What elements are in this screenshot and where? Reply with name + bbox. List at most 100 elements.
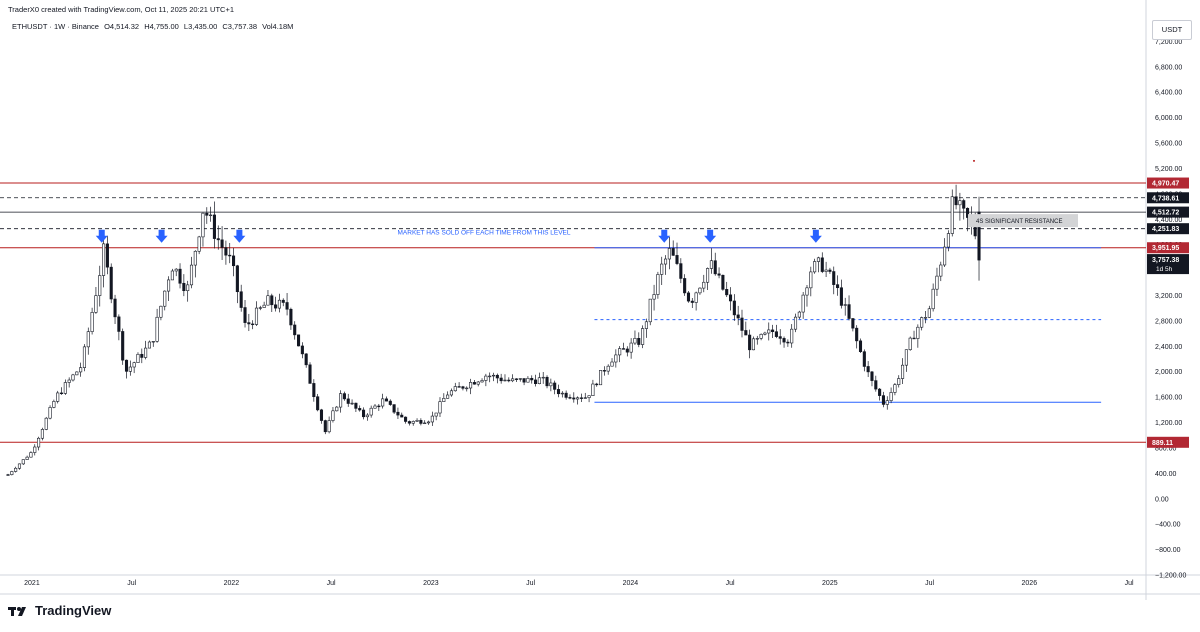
candle-body — [159, 305, 163, 318]
candle-body — [893, 384, 897, 393]
candle-body — [339, 393, 343, 408]
candle-body — [239, 291, 243, 308]
candle-body — [224, 247, 228, 256]
y-tick-label: 7,200.00 — [1155, 39, 1182, 46]
candle-body — [384, 398, 389, 402]
candle-body — [453, 386, 457, 392]
candle-body — [75, 371, 79, 376]
candle-body — [254, 307, 259, 325]
candle-body — [545, 376, 549, 387]
candle-body — [293, 324, 297, 336]
candle-body — [117, 316, 121, 332]
candle-body — [828, 269, 832, 272]
price-tag — [1147, 223, 1189, 235]
candle-body — [491, 374, 496, 377]
candle-body — [966, 207, 970, 218]
candle-body — [151, 341, 155, 343]
candle-body — [426, 421, 431, 424]
candle-body — [178, 268, 182, 284]
candle-body — [870, 371, 874, 381]
candle-body — [625, 348, 629, 353]
candle-body — [927, 308, 931, 318]
candle-body — [599, 370, 603, 386]
price-tag — [1147, 436, 1189, 448]
tradingview-brand: TradingView — [35, 603, 112, 618]
candle-body — [201, 212, 205, 238]
currency-selector[interactable]: USDT — [1152, 20, 1192, 40]
candle-body — [469, 382, 473, 389]
candle-body — [323, 420, 327, 433]
candle-body — [319, 409, 324, 421]
candle-body — [56, 392, 60, 402]
candle-body — [442, 397, 446, 402]
candle-body — [755, 338, 759, 340]
candle-body — [564, 392, 568, 398]
candle-body — [216, 238, 220, 241]
y-tick-label: 400.00 — [1155, 471, 1177, 478]
y-tick-label: 5,200.00 — [1155, 166, 1182, 173]
candle-body — [778, 336, 782, 339]
candle-body — [610, 361, 614, 367]
y-tick-label: −800.00 — [1155, 547, 1181, 554]
candle-body — [289, 308, 293, 326]
candle-body — [423, 422, 427, 425]
y-tick-label: 2,800.00 — [1155, 318, 1182, 325]
candle-countdown: 1d 5h — [1156, 266, 1173, 273]
candle-body — [614, 354, 618, 363]
candle-body — [721, 274, 725, 290]
candle-body — [855, 327, 859, 342]
candle-body — [407, 421, 411, 424]
price-tag-label: 3,951.95 — [1152, 245, 1179, 252]
candle-body — [637, 337, 641, 345]
candle-body — [121, 331, 125, 361]
symbol-info-bar[interactable]: ETHUSDT · 1W · Binance O4,514.32 H4,755.… — [12, 22, 296, 31]
candle-body — [270, 295, 274, 306]
candle-body — [449, 390, 453, 396]
candle-body — [660, 263, 664, 275]
candle-body — [740, 317, 744, 331]
y-tick-label: 1,200.00 — [1155, 420, 1182, 427]
candle-body — [29, 452, 33, 458]
candle-body — [541, 376, 545, 379]
current-price-label: 3,757.38 — [1152, 257, 1179, 264]
candle-body — [182, 282, 186, 292]
candle-body — [163, 290, 167, 307]
candle-body — [602, 370, 606, 372]
candle-body — [885, 400, 889, 405]
candle-body — [86, 331, 90, 348]
y-tick-label: 800.00 — [1155, 445, 1177, 452]
candle-body — [530, 377, 534, 381]
marker-dot — [973, 159, 975, 162]
y-tick-label: 0.00 — [1155, 496, 1169, 503]
candle-body — [862, 351, 866, 367]
tradingview-footer: TradingView — [8, 603, 111, 618]
candle-body — [312, 383, 316, 398]
candle-body — [572, 397, 576, 400]
candle-body — [25, 456, 29, 460]
candle-body — [10, 471, 14, 475]
candle-body — [300, 345, 304, 355]
candle-body — [702, 281, 706, 289]
ohlc-high: H4,755.00 — [144, 22, 179, 31]
candle-body — [816, 257, 820, 262]
candle-body — [484, 375, 488, 381]
candle-body — [901, 364, 905, 379]
candle-body — [652, 294, 656, 300]
x-tick-label: Jul — [127, 580, 136, 587]
candle-body — [744, 330, 748, 336]
candle-body — [189, 264, 194, 286]
candle-body — [167, 279, 171, 292]
price-tag-label: 889.11 — [1152, 440, 1173, 447]
candle-body — [832, 271, 836, 285]
candle-body — [381, 398, 385, 407]
candle-body — [82, 346, 87, 368]
candle-body — [958, 200, 962, 206]
symbol-name[interactable]: ETHUSDT · 1W · Binance — [12, 22, 99, 31]
candle-body — [675, 255, 679, 264]
candle-body — [656, 274, 660, 295]
candle-body — [736, 314, 740, 319]
candle-body — [495, 374, 499, 379]
candle-body — [709, 260, 713, 269]
candle-body — [836, 284, 840, 289]
